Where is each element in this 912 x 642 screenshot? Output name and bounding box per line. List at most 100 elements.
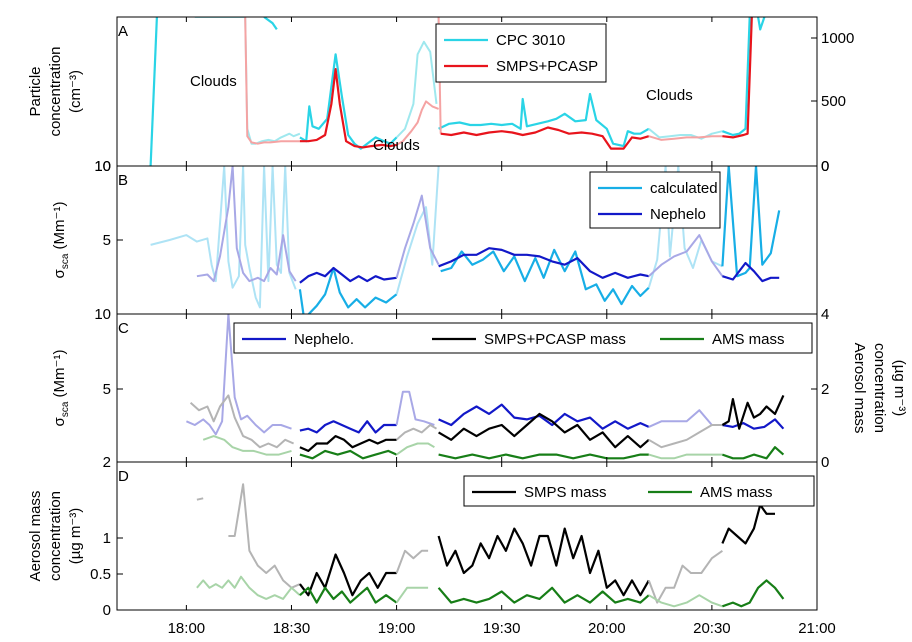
series-line-segment	[722, 446, 785, 460]
legend-label: SMPS+PCASP	[496, 58, 598, 75]
y-axis-label: concentration	[47, 46, 64, 136]
x-tick-label: 18:00	[168, 620, 206, 637]
x-tick-label: 18:30	[273, 620, 311, 637]
series-line-segment	[299, 53, 398, 150]
y-axis-label: σsca (Mm⁻¹)	[51, 350, 71, 427]
series-line-segment	[721, 166, 781, 278]
right-y-tick-label: 1000	[821, 30, 854, 47]
legend: calculated Nephelo	[589, 171, 721, 229]
series-line-segment	[722, 17, 753, 139]
series-line-segment	[648, 594, 723, 608]
series-line-segment	[299, 266, 397, 284]
y-axis-label: σsca (Mm⁻¹)	[51, 202, 71, 279]
series-line-segment	[722, 579, 785, 608]
series-line-segment	[721, 394, 785, 430]
series-line-segment	[299, 586, 398, 604]
y-axis-label: (cm⁻³)	[67, 70, 84, 113]
legend-box	[435, 23, 607, 83]
series-line-segment	[395, 194, 440, 279]
right-y-axis-label: concentration	[871, 343, 888, 433]
series-line-segment	[395, 424, 438, 441]
series-line-segment	[757, 17, 766, 31]
x-tick-label: 20:00	[588, 620, 626, 637]
panel-letter: A	[118, 23, 128, 40]
series-line-segment	[722, 418, 785, 430]
series-line-segment	[440, 248, 650, 306]
right-y-tick-label: 500	[821, 93, 846, 110]
series-line-segment	[228, 483, 301, 589]
legend-label: Nephelo.	[294, 331, 354, 348]
right-y-tick-label: 0	[821, 158, 829, 175]
y-tick-label: 0	[103, 602, 111, 619]
legend-label: AMS mass	[712, 331, 785, 348]
series-ams-mass	[202, 435, 785, 460]
y-axis-label: Particle	[27, 66, 44, 116]
series-line-segment	[438, 247, 650, 279]
y-tick-label: 10	[94, 306, 111, 323]
series-line-segment	[395, 166, 440, 295]
series-line-segment	[196, 497, 204, 501]
series-line-segment	[648, 424, 723, 449]
series-line-segment	[299, 420, 397, 434]
y-tick-label: 5	[103, 232, 111, 249]
series-line-segment	[440, 126, 650, 150]
series-line-segment	[244, 17, 300, 145]
plot-area	[185, 314, 785, 460]
series-smps-pcasp-mass	[189, 394, 785, 452]
series-line-segment	[438, 412, 650, 449]
panel-letter: C	[118, 320, 129, 337]
series-line-segment	[721, 503, 775, 545]
series-line-segment	[396, 100, 439, 146]
y-tick-label: 10	[94, 158, 111, 175]
y-axis-label: concentration	[47, 491, 64, 581]
series-ams-mass	[196, 575, 785, 608]
panel-letter: B	[118, 172, 128, 189]
series-line-segment	[437, 586, 650, 604]
series-line-segment	[185, 314, 292, 436]
right-y-tick-label: 0	[821, 454, 829, 471]
panel-a: A 10 1000 500 0 Particle concentration (cm⁻³) CP…	[27, 16, 854, 175]
y-tick-label: 2	[103, 454, 111, 471]
right-y-axis-label: (µg m⁻³)	[891, 360, 908, 417]
series-smps-mass	[196, 483, 775, 604]
panel-letter: D	[118, 468, 129, 485]
series-line-segment	[722, 261, 780, 283]
series-line-segment	[149, 17, 158, 166]
legend-label: SMPS mass	[524, 484, 607, 501]
series-line-segment	[722, 17, 751, 137]
annotation-clouds: Clouds	[646, 87, 693, 104]
x-tick-label: 20:30	[693, 620, 731, 637]
panel-b: B 10 5 0 σsca (Mm⁻¹) calculated Nephelo	[51, 158, 829, 315]
series-line-segment	[437, 527, 650, 597]
x-tick-label: 21:00	[798, 620, 836, 637]
y-tick-label: 5	[103, 381, 111, 398]
series-nephelo	[196, 166, 780, 284]
series-nephelo-	[185, 314, 785, 436]
legend-box	[233, 322, 813, 354]
y-axis-label: Aerosol mass	[27, 491, 44, 582]
right-y-axis-label: Aerosol mass	[851, 343, 868, 434]
series-line-segment	[196, 575, 301, 600]
legend: SMPS mass AMS mass	[463, 475, 815, 507]
series-line-segment	[648, 135, 723, 141]
y-axis-label: (µg m⁻³)	[67, 508, 84, 565]
series-line-segment	[196, 166, 297, 283]
right-y-tick-label: 2	[821, 381, 829, 398]
series-line-segment	[438, 403, 650, 430]
y-tick-label: 0.5	[90, 566, 111, 583]
series-line-segment	[395, 586, 429, 604]
legend-label: CPC 3010	[496, 32, 565, 49]
legend: CPC 3010 SMPS+PCASP	[435, 23, 607, 83]
series-line-segment	[648, 128, 723, 140]
series-line-segment	[648, 234, 724, 277]
legend-box	[589, 171, 721, 229]
series-line-segment	[396, 442, 435, 456]
y-tick-label: 10	[94, 158, 111, 175]
annotation-clouds: Clouds	[373, 137, 420, 154]
series-line-segment	[438, 92, 650, 148]
series-line-segment	[299, 449, 398, 460]
x-tick-label: 19:00	[378, 620, 416, 637]
legend: Nephelo. SMPS+PCASP mass AMS mass	[233, 322, 813, 354]
series-line-segment	[299, 553, 397, 597]
